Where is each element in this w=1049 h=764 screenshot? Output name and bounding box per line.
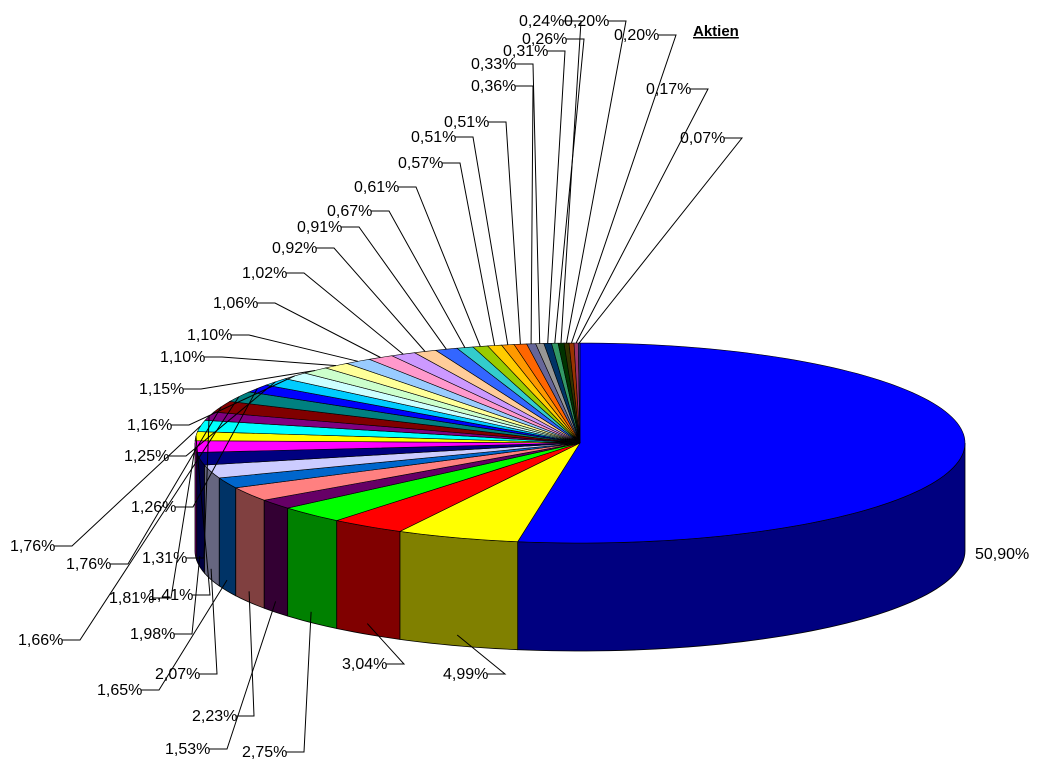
leader-line-23 xyxy=(316,247,426,352)
data-label-6: 1,65% xyxy=(97,682,142,699)
data-label-27: 0,57% xyxy=(398,155,443,172)
data-label-5: 2,23% xyxy=(192,708,237,725)
leader-line-19 xyxy=(204,356,337,367)
leader-line-25 xyxy=(371,210,466,348)
pie-slice-side-2 xyxy=(336,520,401,640)
data-label-35: 0,20% xyxy=(564,13,609,30)
data-label-21: 1,06% xyxy=(213,295,258,312)
pie-slice-3 xyxy=(287,442,581,521)
data-label-16: 1,25% xyxy=(124,448,169,465)
data-label-23: 0,92% xyxy=(272,240,317,257)
data-label-28: 0,51% xyxy=(411,129,456,146)
data-label-26: 0,61% xyxy=(354,179,399,196)
data-label-18: 1,15% xyxy=(139,381,184,398)
pie-slice-7 xyxy=(203,442,581,479)
data-label-36: 0,20% xyxy=(614,27,659,44)
pie-slice-2 xyxy=(335,442,581,532)
pie-slice-side-5 xyxy=(235,487,265,609)
data-label-8: 1,98% xyxy=(130,626,175,643)
leader-line-13 xyxy=(110,406,222,565)
leader-line-30 xyxy=(515,85,534,344)
data-label-7: 2,07% xyxy=(155,666,200,683)
leader-line-10 xyxy=(192,436,211,596)
data-label-13: 1,76% xyxy=(66,556,111,573)
leader-line-24 xyxy=(341,226,447,350)
data-label-19: 1,10% xyxy=(160,349,205,366)
leader-line-32 xyxy=(547,50,566,344)
data-label-32: 0,31% xyxy=(503,43,548,60)
data-label-11: 1,76% xyxy=(10,538,55,555)
pie-slice-side-6 xyxy=(218,477,237,597)
leader-line-17 xyxy=(171,375,296,426)
leader-line-26 xyxy=(398,186,481,347)
leader-line-16 xyxy=(168,381,276,457)
leader-line-14 xyxy=(62,396,240,641)
leader-line-38 xyxy=(578,137,744,344)
leader-line-34 xyxy=(560,20,582,344)
pie-slice-1 xyxy=(398,442,581,542)
data-label-34: 0,24% xyxy=(519,13,564,30)
data-label-22: 1,02% xyxy=(242,265,287,282)
data-label-3: 2,75% xyxy=(242,744,287,761)
leader-line-8 xyxy=(174,555,201,635)
leader-line-18 xyxy=(183,370,316,390)
leader-line-15 xyxy=(175,388,258,508)
data-label-30: 0,36% xyxy=(471,78,516,95)
data-label-2: 3,04% xyxy=(342,656,387,673)
leader-line-2 xyxy=(366,623,406,665)
data-label-24: 0,91% xyxy=(297,219,342,236)
data-label-29: 0,51% xyxy=(444,114,489,131)
data-label-0: 50,90% xyxy=(975,546,1029,563)
data-label-17: 1,16% xyxy=(127,417,172,434)
leader-line-31 xyxy=(515,63,541,344)
data-label-38: 0,07% xyxy=(680,130,725,147)
leader-line-1 xyxy=(456,634,507,675)
data-label-9: 1,81% xyxy=(109,590,154,607)
pie-slice-5 xyxy=(234,442,581,501)
leader-line-20 xyxy=(231,334,359,362)
leader-line-21 xyxy=(257,302,381,358)
leader-line-37 xyxy=(575,88,709,344)
leader-line-28 xyxy=(455,136,509,345)
leader-line-4 xyxy=(209,601,277,750)
chart-title: Aktien xyxy=(693,23,739,40)
pie-slice-side-3 xyxy=(287,507,338,630)
leader-line-3 xyxy=(286,611,312,753)
data-label-33: 0,26% xyxy=(522,31,567,48)
pie-slice-0 xyxy=(517,342,966,544)
data-label-14: 1,66% xyxy=(18,632,63,649)
data-label-1: 4,99% xyxy=(443,666,488,683)
leader-line-11 xyxy=(54,425,202,547)
pie-sides xyxy=(194,442,966,652)
pie-slice-side-4 xyxy=(263,499,289,617)
leader-line-6 xyxy=(141,579,228,691)
leader-line-9 xyxy=(153,446,196,599)
data-label-20: 1,10% xyxy=(187,327,232,344)
leader-line-5 xyxy=(236,591,255,717)
data-label-31: 0,33% xyxy=(471,56,516,73)
leader-line-22 xyxy=(286,272,404,355)
leader-line-36 xyxy=(571,34,677,344)
data-label-4: 1,53% xyxy=(165,741,210,758)
data-label-15: 1,26% xyxy=(131,499,176,516)
label-leaders xyxy=(54,20,744,753)
leader-line-27 xyxy=(442,162,496,346)
data-label-37: 0,17% xyxy=(646,81,691,98)
data-label-10: 1,41% xyxy=(148,587,193,604)
leader-line-7 xyxy=(199,568,218,675)
pie-tops xyxy=(194,342,966,544)
leader-line-33 xyxy=(554,38,585,344)
data-label-25: 0,67% xyxy=(327,203,372,220)
data-labels: 50,90% 4,99% 3,04% 2,75% 1,53% 2,23% 1,65% 2,07… xyxy=(10,13,1029,761)
data-label-12: 1,31% xyxy=(142,550,187,567)
pie-slice-side-1 xyxy=(399,530,519,651)
leader-line-29 xyxy=(488,121,521,345)
leader-line-12 xyxy=(186,416,210,559)
pie-slice-side-8 xyxy=(196,452,205,575)
leader-line-35 xyxy=(566,20,627,344)
